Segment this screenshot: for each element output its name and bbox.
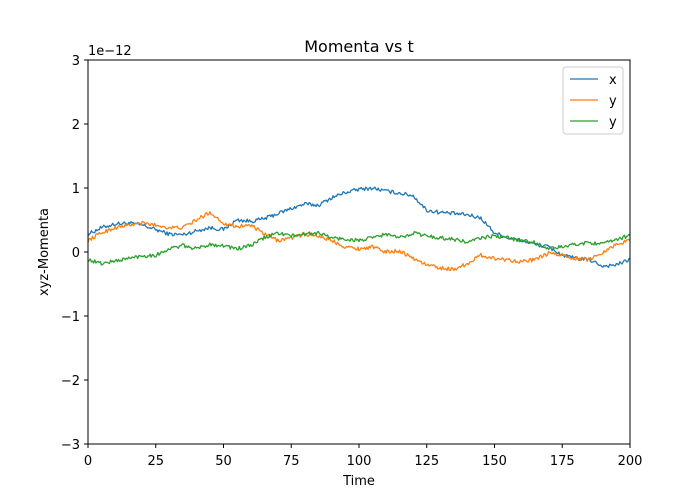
plot-area — [88, 60, 630, 444]
x-tick-label: 25 — [147, 454, 164, 469]
legend-label-y-green: y — [609, 115, 617, 130]
legend-label-x: x — [609, 73, 617, 88]
series-layer — [87, 186, 631, 272]
y-tick-label: −3 — [61, 438, 80, 453]
x-tick-label: 175 — [550, 454, 575, 469]
x-tick-label: 100 — [347, 454, 372, 469]
y-tick-label: 0 — [72, 246, 80, 261]
y-tick-label: −1 — [61, 310, 80, 325]
y-axis-offset-label: 1e−12 — [88, 44, 132, 59]
legend-label-y-orange: y — [609, 94, 617, 109]
plot-frame — [87, 59, 631, 445]
legend: x y y — [562, 66, 624, 135]
x-tick-label: 125 — [414, 454, 439, 469]
y-tick-label: 3 — [72, 54, 80, 69]
chart-title: Momenta vs t — [304, 37, 414, 56]
series-line-2 — [87, 230, 631, 266]
x-tick-label: 0 — [84, 454, 92, 469]
series-line-0 — [87, 186, 631, 269]
x-axis-label: Time — [342, 474, 375, 489]
x-tick-label: 50 — [215, 454, 232, 469]
x-tick-label: 150 — [482, 454, 507, 469]
y-axis-ticks: −3 −2 −1 0 1 2 3 — [61, 54, 88, 453]
y-axis-label: xyz-Momenta — [37, 208, 52, 296]
series-line-1 — [87, 211, 631, 272]
x-tick-label: 75 — [283, 454, 300, 469]
y-tick-label: −2 — [61, 374, 80, 389]
x-axis-ticks: 0 25 50 75 100 125 150 175 200 — [84, 444, 643, 469]
y-tick-label: 2 — [72, 118, 80, 133]
y-tick-label: 1 — [72, 182, 80, 197]
x-tick-label: 200 — [618, 454, 643, 469]
